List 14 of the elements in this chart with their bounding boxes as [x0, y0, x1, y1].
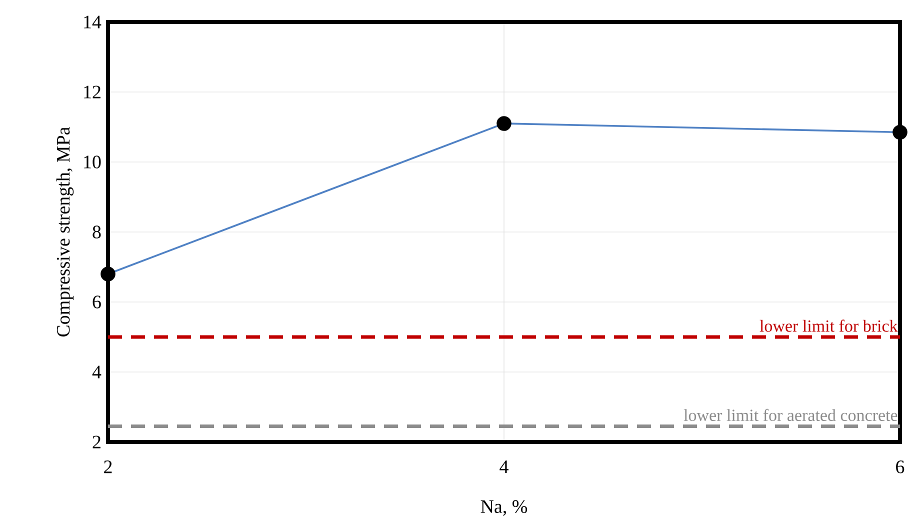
x-tick-label: 4 — [500, 460, 508, 474]
y-tick-label: 10 — [84, 156, 101, 168]
y-tick-label: 14 — [84, 16, 102, 28]
ref-line-label: lower limit for brick — [760, 320, 898, 332]
x-tick-label: 6 — [896, 460, 904, 474]
y-tick-label: 8 — [92, 226, 101, 238]
y-axis-title: Compressive strength, MPa — [56, 126, 74, 336]
y-tick-label: 4 — [92, 366, 102, 378]
ref-line-label: lower limit for aerated concrete — [684, 408, 898, 422]
x-axis-title: Na, % — [480, 500, 528, 516]
y-tick-label: 6 — [92, 296, 101, 308]
y-tick-label: 12 — [84, 86, 100, 98]
x-tick-label: 2 — [104, 460, 112, 474]
y-tick-label: 2 — [92, 436, 100, 448]
